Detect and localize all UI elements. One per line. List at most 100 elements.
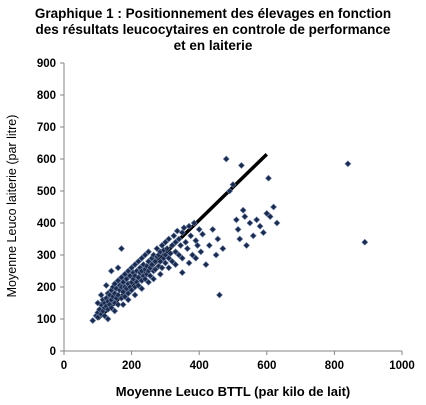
data-point — [270, 203, 277, 211]
data-point — [107, 267, 115, 275]
data-point — [212, 251, 220, 259]
data-point — [177, 241, 185, 249]
y-tick-label: 400 — [37, 218, 56, 230]
data-point — [114, 264, 122, 272]
data-point — [111, 307, 119, 315]
data-point — [361, 238, 369, 246]
data-point — [238, 161, 245, 169]
data-point — [118, 245, 125, 253]
data-point — [119, 288, 127, 296]
data-point — [172, 238, 179, 246]
data-point — [145, 248, 152, 256]
x-tick-label: 0 — [61, 360, 67, 372]
data-point — [158, 264, 166, 272]
data-point — [161, 259, 169, 267]
data-point — [192, 254, 200, 262]
data-point — [163, 245, 171, 253]
data-point — [195, 225, 203, 233]
y-tick-label: 900 — [37, 58, 56, 70]
data-point — [151, 257, 159, 265]
data-point — [178, 254, 186, 262]
data-point — [104, 315, 112, 323]
data-point — [161, 251, 169, 259]
data-point — [175, 235, 183, 243]
data-point — [119, 278, 127, 286]
data-point — [138, 254, 146, 262]
data-point — [266, 213, 274, 221]
y-axis-label: Moyenne Leuco laiterie (par litre) — [5, 115, 19, 298]
chart-title-line-2: des résultats leucocytaires en controle … — [35, 22, 391, 37]
data-point — [243, 241, 250, 249]
data-point — [216, 291, 223, 299]
data-point — [173, 227, 181, 235]
data-point — [148, 261, 156, 269]
data-point — [123, 275, 130, 283]
data-point — [168, 257, 176, 265]
data-point — [239, 206, 247, 214]
tick-labels: 0 100 200 300 400 500 600 700 800 900 0 200 400 600 80… — [37, 58, 415, 372]
data-point — [156, 257, 164, 265]
data-point — [190, 219, 198, 227]
data-point — [263, 209, 271, 217]
data-point — [111, 280, 119, 288]
y-tick-label: 100 — [37, 314, 56, 326]
y-tick-label: 200 — [37, 282, 56, 294]
data-point — [101, 312, 108, 320]
y-tick-label: 800 — [37, 90, 56, 102]
data-point — [124, 296, 132, 304]
chart-title: Graphique 1 : Positionnement des élevage… — [0, 6, 426, 54]
data-point — [107, 304, 115, 312]
data-point — [131, 261, 139, 269]
data-point — [178, 229, 186, 237]
y-tick-label: 500 — [37, 186, 56, 198]
data-point — [182, 238, 190, 246]
x-tick-label: 800 — [325, 360, 344, 372]
data-point — [183, 245, 191, 253]
y-tick-label: 600 — [37, 154, 56, 166]
data-point — [141, 275, 149, 283]
data-point — [249, 232, 257, 240]
data-point — [165, 254, 173, 262]
data-point — [114, 301, 122, 309]
data-point — [172, 248, 179, 256]
data-point — [344, 160, 352, 168]
data-point — [168, 241, 176, 249]
data-point — [138, 285, 146, 293]
x-tick-label: 200 — [122, 360, 141, 372]
data-point — [253, 216, 261, 224]
data-point — [153, 245, 161, 253]
data-point — [180, 224, 188, 232]
data-point — [185, 222, 193, 230]
data-point — [234, 225, 242, 233]
data-point — [165, 235, 173, 243]
data-point — [222, 155, 230, 163]
data-point — [134, 281, 142, 289]
data-point — [126, 272, 134, 280]
data-point — [273, 219, 281, 227]
data-point — [219, 245, 227, 253]
data-point — [118, 273, 125, 281]
data-point — [170, 232, 178, 240]
data-points — [89, 155, 369, 325]
data-point — [124, 267, 132, 275]
y-tick-label: 700 — [37, 122, 56, 134]
data-point — [214, 235, 222, 243]
data-point — [114, 277, 122, 285]
data-point — [134, 273, 142, 281]
data-point — [97, 291, 105, 299]
data-point — [246, 219, 254, 227]
data-point — [232, 216, 240, 224]
data-point — [161, 238, 169, 246]
data-point — [229, 181, 237, 189]
data-point — [121, 293, 129, 301]
data-point — [185, 259, 193, 267]
data-point — [167, 249, 174, 257]
data-point — [226, 187, 234, 195]
data-point — [141, 251, 149, 259]
data-point — [197, 248, 205, 256]
data-point — [189, 251, 196, 259]
chart-title-line-3: et en laiterie — [173, 38, 253, 53]
data-point — [209, 225, 217, 233]
x-tick-label: 400 — [190, 360, 209, 372]
